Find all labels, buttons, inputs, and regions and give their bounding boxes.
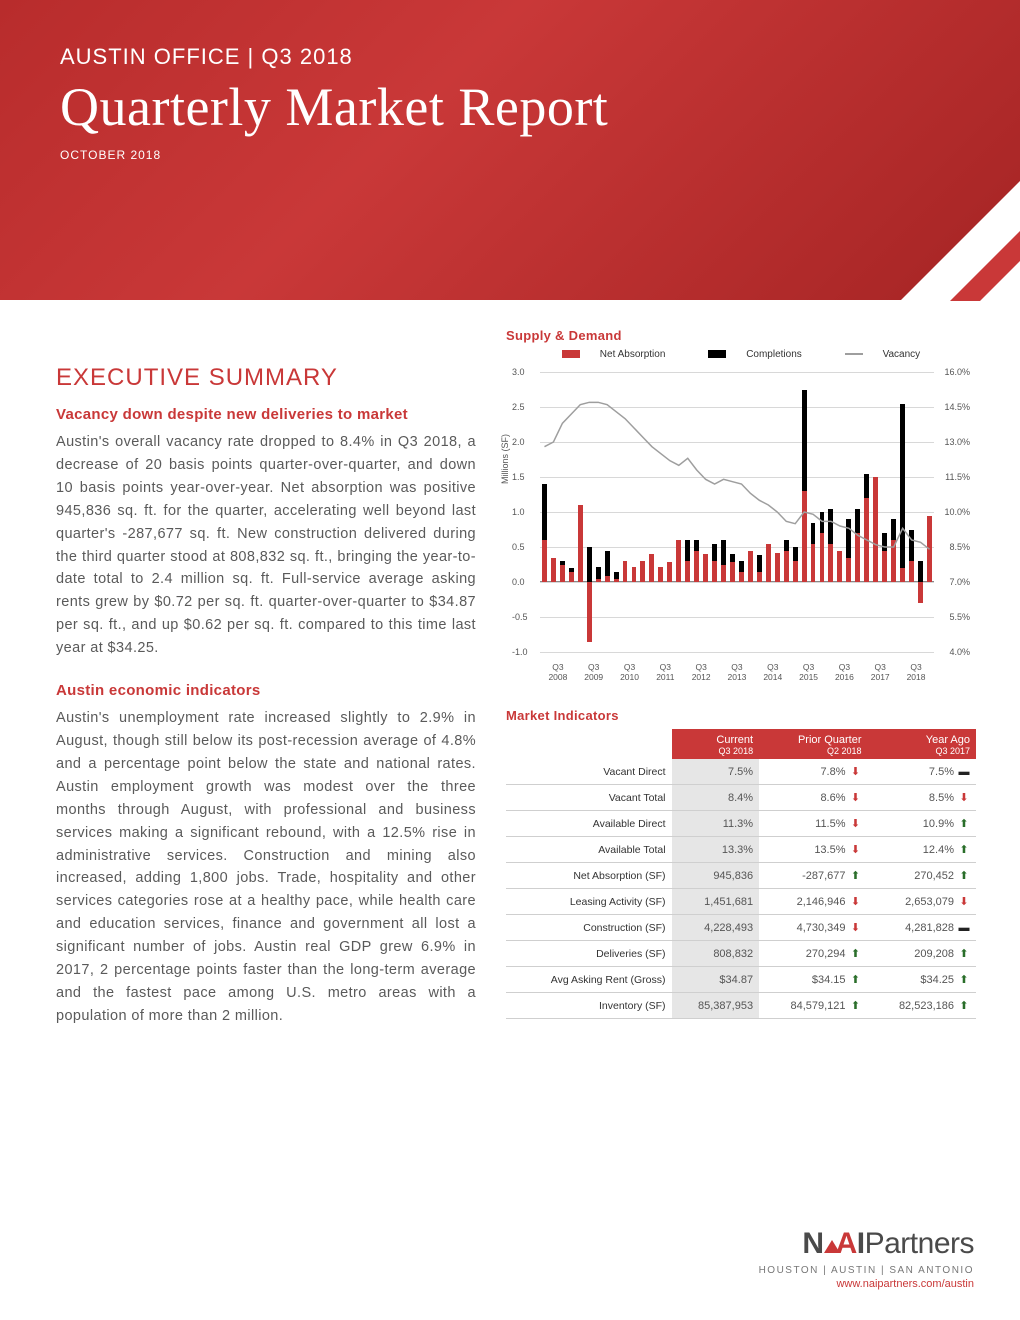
table-row: Net Absorption (SF)945,836-287,677⬆270,4… [506, 863, 976, 889]
table-row: Available Direct11.3%11.5%⬇10.9%⬆ [506, 811, 976, 837]
logo: NAIPartners [759, 1227, 974, 1261]
table-row: Inventory (SF)85,387,95384,579,121⬆82,52… [506, 993, 976, 1019]
table-header-prior: Prior QuarterQ2 2018 [759, 729, 867, 759]
legend-label-absorption: Net Absorption [600, 349, 666, 360]
chart-plot-area: -1.04.0%-0.55.5%0.07.0%0.58.5%1.010.0%1.… [540, 372, 934, 652]
section1-heading: Vacancy down despite new deliveries to m… [56, 406, 476, 423]
table-header-year: Year AgoQ3 2017 [868, 729, 976, 759]
legend-label-completions: Completions [746, 349, 802, 360]
footer: NAIPartners HOUSTON | AUSTIN | SAN ANTON… [759, 1227, 974, 1290]
table-row: Leasing Activity (SF)1,451,6812,146,946⬇… [506, 889, 976, 915]
chart-y-axis-label: Millions (SF) [500, 434, 510, 484]
legend-swatch-absorption [562, 350, 580, 358]
section2-heading: Austin economic indicators [56, 682, 476, 699]
table-row: Deliveries (SF)808,832270,294⬆209,208⬆ [506, 941, 976, 967]
chart-legend: Net Absorption Completions Vacancy [506, 349, 976, 360]
content-area: EXECUTIVE SUMMARY Vacancy down despite n… [0, 300, 1020, 1050]
footer-cities: HOUSTON | AUSTIN | SAN ANTONIO [759, 1265, 974, 1276]
table-row: Avg Asking Rent (Gross)$34.87$34.15⬆$34.… [506, 967, 976, 993]
chart-title: Supply & Demand [506, 328, 976, 343]
chart-x-labels: Q32008Q32009Q32010Q32011Q32012Q32013Q320… [540, 663, 934, 682]
supply-demand-chart: Millions (SF) -1.04.0%-0.55.5%0.07.0%0.5… [506, 362, 976, 682]
right-column: Supply & Demand Net Absorption Completio… [506, 328, 976, 1050]
hero-title: Quarterly Market Report [60, 76, 960, 138]
table-header-current: CurrentQ3 2018 [672, 729, 760, 759]
table-row: Available Total13.3%13.5%⬇12.4%⬆ [506, 837, 976, 863]
hero-date: OCTOBER 2018 [60, 148, 960, 162]
hero-triangle-white-small [980, 261, 1020, 301]
legend-swatch-completions [708, 350, 726, 358]
table-row: Vacant Direct7.5%7.8%⬇7.5%▬ [506, 759, 976, 785]
legend-label-vacancy: Vacancy [883, 349, 921, 360]
market-indicators-table: CurrentQ3 2018 Prior QuarterQ2 2018 Year… [506, 729, 976, 1019]
section2-body: Austin's unemployment rate increased sli… [56, 707, 476, 1028]
executive-summary-heading: EXECUTIVE SUMMARY [56, 364, 476, 392]
market-indicators-title: Market Indicators [506, 708, 976, 723]
section1-body: Austin's overall vacancy rate dropped to… [56, 431, 476, 660]
footer-url: www.naipartners.com/austin [759, 1278, 974, 1290]
table-row: Construction (SF)4,228,4934,730,349⬇4,28… [506, 915, 976, 941]
hero-subtitle: AUSTIN OFFICE | Q3 2018 [60, 44, 960, 70]
left-column: EXECUTIVE SUMMARY Vacancy down despite n… [56, 328, 476, 1050]
table-header-blank [506, 729, 672, 759]
hero-banner: AUSTIN OFFICE | Q3 2018 Quarterly Market… [0, 0, 1020, 300]
table-row: Vacant Total8.4%8.6%⬇8.5%⬇ [506, 785, 976, 811]
legend-swatch-vacancy [845, 353, 863, 355]
